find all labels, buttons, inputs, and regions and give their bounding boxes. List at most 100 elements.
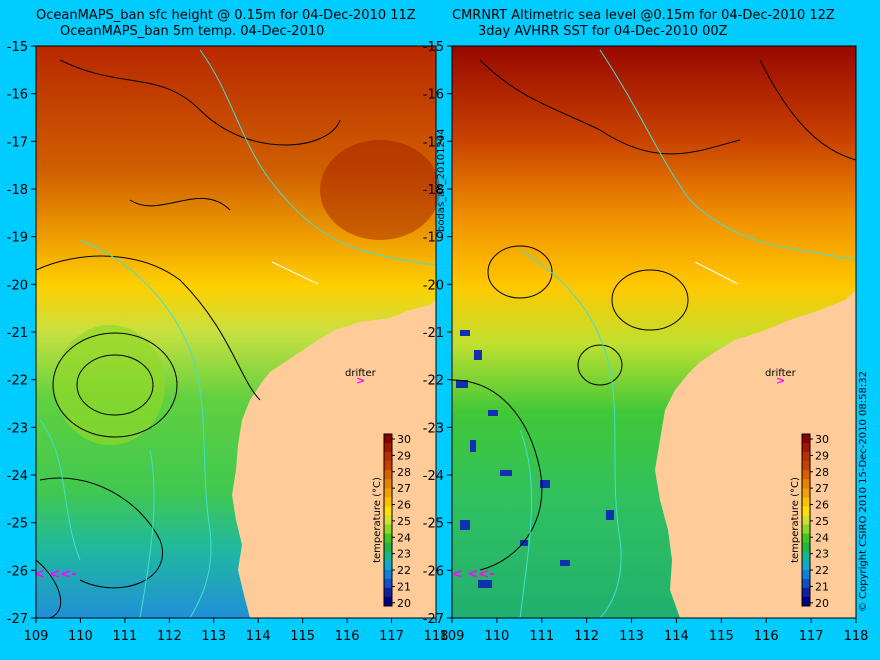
colorbar-tick-label: 22 (397, 564, 411, 577)
right-transect-line (694, 261, 739, 285)
colorbar-swatch (802, 596, 810, 607)
colorbar-tick-label: 27 (397, 482, 411, 495)
lat-tick-label: -24 (423, 469, 444, 484)
colorbar-swatch (384, 560, 392, 571)
colorbar-tick-label: 26 (397, 499, 411, 512)
colorbar-swatch (384, 479, 392, 489)
left-ssh-contours (35, 59, 341, 619)
colorbar-swatch (802, 515, 810, 526)
colorbar-swatch (802, 443, 810, 453)
right-axes: -15 -16 -17 -18 -19 -20 -21 -22 -23 -24 -25 -26 -27 1… (423, 40, 869, 644)
lon-tick-label: 117 (379, 629, 404, 644)
colorbar-swatch (802, 488, 810, 498)
lat-tick-label: -21 (423, 326, 444, 341)
lat-tick-label: -23 (7, 421, 28, 436)
colorbar-swatch (802, 452, 810, 462)
lat-tick-label: -21 (7, 326, 28, 341)
colorbar-tick-label: 28 (815, 466, 829, 479)
colorbar-tick-label: 23 (397, 548, 411, 561)
lon-tick-label: 109 (440, 629, 465, 644)
colorbar-swatch (802, 569, 810, 580)
right-isobaths (519, 49, 857, 619)
lon-tick-label: 111 (112, 629, 137, 644)
colorbar-tick-label: 26 (815, 499, 829, 512)
colorbar-frame (383, 433, 393, 607)
lat-tick-label: -22 (423, 374, 444, 389)
lon-tick-label: 110 (68, 629, 93, 644)
right-title-line2: 3day AVHRR SST for 04-Dec-2010 00Z (478, 24, 728, 39)
lat-tick-label: -25 (423, 517, 444, 532)
colorbar-swatch (802, 578, 810, 589)
colorbar-tick-label: 29 (815, 449, 829, 462)
lon-tick-label: 113 (619, 629, 644, 644)
lon-tick-label: 112 (574, 629, 599, 644)
lon-tick-label: 110 (484, 629, 509, 644)
colorbar-tick-label: 24 (815, 531, 829, 544)
right-drifter-label: drifter (765, 368, 797, 379)
colorbar-swatch (802, 560, 810, 571)
colorbar-swatch (384, 488, 392, 498)
colorbar-tick-label: 20 (815, 597, 829, 610)
lat-tick-label: -20 (7, 278, 28, 293)
lat-tick-label: -24 (7, 469, 28, 484)
lon-tick-label: 118 (844, 629, 869, 644)
right-ssh-contours (451, 59, 857, 571)
lat-tick-label: -26 (7, 564, 28, 579)
colorbar-tick-label: 27 (815, 482, 829, 495)
left-axes: -15 -16 -17 -18 -19 -20 -21 -22 -23 -24 -25 -26 -27 1… (7, 40, 449, 644)
colorbar-swatch (384, 470, 392, 480)
colorbar-tick-label: 21 (815, 580, 829, 593)
colorbar-swatch (384, 587, 392, 598)
colorbar-swatch (384, 461, 392, 471)
colorbar-swatch (384, 578, 392, 589)
colorbar-tick-label: 30 (815, 433, 829, 446)
colorbar-swatch (802, 533, 810, 544)
colorbar-swatch (802, 524, 810, 535)
right-drifter-marker: > (776, 374, 785, 387)
colorbar-swatch (384, 542, 392, 553)
lon-tick-label: 114 (246, 629, 271, 644)
colorbar-swatch (802, 470, 810, 480)
colorbar-swatch (802, 542, 810, 553)
lat-tick-label: -17 (423, 135, 444, 150)
lon-tick-label: 118 (424, 629, 449, 644)
colorbar-swatch (384, 443, 392, 453)
lat-tick-label: -22 (7, 374, 28, 389)
right-cloud-gaps (456, 330, 614, 588)
colorbar-swatch (384, 506, 392, 516)
colorbar-tick-label: 22 (815, 564, 829, 577)
colorbar-swatch (802, 497, 810, 507)
lat-tick-label: -25 (7, 517, 28, 532)
lon-tick-label: 114 (664, 629, 689, 644)
lon-tick-label: 109 (24, 629, 49, 644)
colorbar-swatch (802, 434, 810, 444)
lon-tick-label: 111 (529, 629, 554, 644)
colorbar-swatch (384, 434, 392, 444)
left-transect-line (271, 261, 319, 285)
colorbar-tick-label: 24 (397, 531, 411, 544)
lat-tick-label: -20 (423, 278, 444, 293)
left-hot-patch (320, 140, 440, 240)
colorbar-swatch (384, 515, 392, 526)
lat-tick-label: -18 (7, 183, 28, 198)
lat-tick-label: -16 (423, 88, 444, 103)
right-colorbar: 30 29 28 27 26 25 24 23 22 21 20 temperature (°C) (790, 433, 829, 610)
lat-tick-label: -27 (423, 612, 444, 627)
lon-tick-label: 116 (754, 629, 779, 644)
colorbar-swatch (802, 479, 810, 489)
colorbar-swatch (802, 461, 810, 471)
lat-tick-label: -19 (7, 231, 28, 246)
colorbar-swatch (384, 596, 392, 607)
right-title-line1: CMRNRT Altimetric sea level @0.15m for 0… (452, 8, 835, 23)
colorbar-tick-label: 20 (397, 597, 411, 610)
colorbar-swatch (384, 452, 392, 462)
colorbar-tick-label: 30 (397, 433, 411, 446)
left-title-line1: OceanMAPS_ban sfc height @ 0.15m for 04-… (36, 8, 416, 23)
colorbar-swatch (384, 533, 392, 544)
colorbar-swatch (802, 551, 810, 562)
lon-tick-label: 117 (799, 629, 824, 644)
left-isobaths (39, 49, 437, 619)
colorbar-swatch (802, 506, 810, 516)
